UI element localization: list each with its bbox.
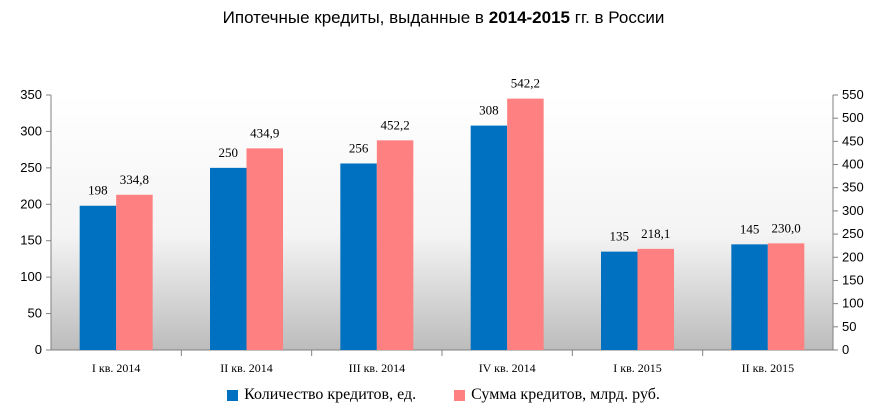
bar-sum	[246, 148, 283, 350]
legend: Количество кредитов, ед. Сумма кредитов,…	[0, 386, 887, 404]
bar-sum	[637, 248, 674, 350]
bar-sum	[116, 194, 153, 350]
data-label-sum: 452,2	[380, 117, 409, 132]
y-right-tick-label: 350	[842, 180, 864, 195]
bar-count	[731, 244, 768, 350]
y-right-tick-label: 100	[842, 296, 864, 311]
bar-sum	[507, 98, 544, 350]
data-label-count: 250	[219, 145, 239, 160]
legend-label-sum: Сумма кредитов, млрд. руб.	[471, 386, 660, 403]
y-left-tick-label: 150	[20, 233, 42, 248]
chart-title-prefix: Ипотечные кредиты, выданные в	[222, 8, 484, 27]
y-right-tick-label: 150	[842, 272, 864, 287]
y-right-tick-label: 50	[842, 319, 856, 334]
data-label-count: 145	[740, 221, 760, 236]
y-right-tick-label: 400	[842, 157, 864, 172]
bar-count	[340, 163, 377, 350]
data-label-sum: 230,0	[771, 220, 800, 235]
y-left-tick-label: 300	[20, 123, 42, 138]
bar-count	[210, 167, 247, 350]
data-label-count: 198	[88, 183, 108, 198]
bar-count	[470, 125, 508, 350]
legend-item-sum: Сумма кредитов, млрд. руб.	[454, 386, 660, 404]
y-right-tick-label: 200	[842, 249, 864, 264]
y-right-tick-label: 300	[842, 203, 864, 218]
y-left-tick-label: 350	[20, 87, 42, 102]
data-label-sum: 218,1	[641, 226, 670, 241]
x-category-label: III кв. 2014	[349, 361, 405, 375]
legend-label-count: Количество кредитов, ед.	[244, 386, 417, 403]
data-label-sum: 434,9	[250, 125, 279, 140]
y-left-tick-label: 100	[20, 269, 42, 284]
plot-background	[51, 95, 833, 350]
x-category-label: II кв. 2014	[220, 361, 273, 375]
y-right-tick-label: 500	[842, 110, 864, 125]
y-right-tick-label: 250	[842, 226, 864, 241]
y-left-tick-label: 200	[20, 196, 42, 211]
x-category-label: I кв. 2015	[613, 361, 662, 375]
data-label-sum: 542,2	[511, 76, 540, 91]
x-category-label: I кв. 2014	[92, 361, 141, 375]
y-right-tick-label: 0	[842, 342, 849, 357]
legend-item-count: Количество кредитов, ед.	[227, 386, 416, 404]
data-label-sum: 334,8	[120, 172, 149, 187]
y-left-tick-label: 50	[28, 306, 42, 321]
y-right-tick-label: 450	[842, 133, 864, 148]
bar-count	[601, 251, 638, 350]
x-category-label: II кв. 2015	[742, 361, 795, 375]
x-category-label: IV кв. 2014	[479, 361, 536, 375]
y-right-tick-label: 550	[842, 87, 864, 102]
bar-sum	[767, 243, 805, 350]
data-label-count: 135	[610, 229, 630, 244]
y-left-tick-label: 250	[20, 160, 42, 175]
legend-swatch-sum	[454, 389, 466, 401]
legend-swatch-count	[227, 389, 239, 401]
chart-title: Ипотечные кредиты, выданные в 2014-2015 …	[0, 8, 887, 28]
y-left-tick-label: 0	[35, 342, 42, 357]
bar-chart: 0 50 100 150 200 250 300 350 0 50 100 150 200 250 300 3…	[20, 76, 864, 375]
data-label-count: 256	[349, 140, 369, 155]
chart-title-years: 2014-2015	[488, 8, 571, 27]
chart-title-suffix: гг. в России	[574, 8, 665, 27]
bar-count	[79, 205, 117, 350]
bar-sum	[376, 140, 414, 350]
data-label-count: 308	[479, 103, 499, 118]
